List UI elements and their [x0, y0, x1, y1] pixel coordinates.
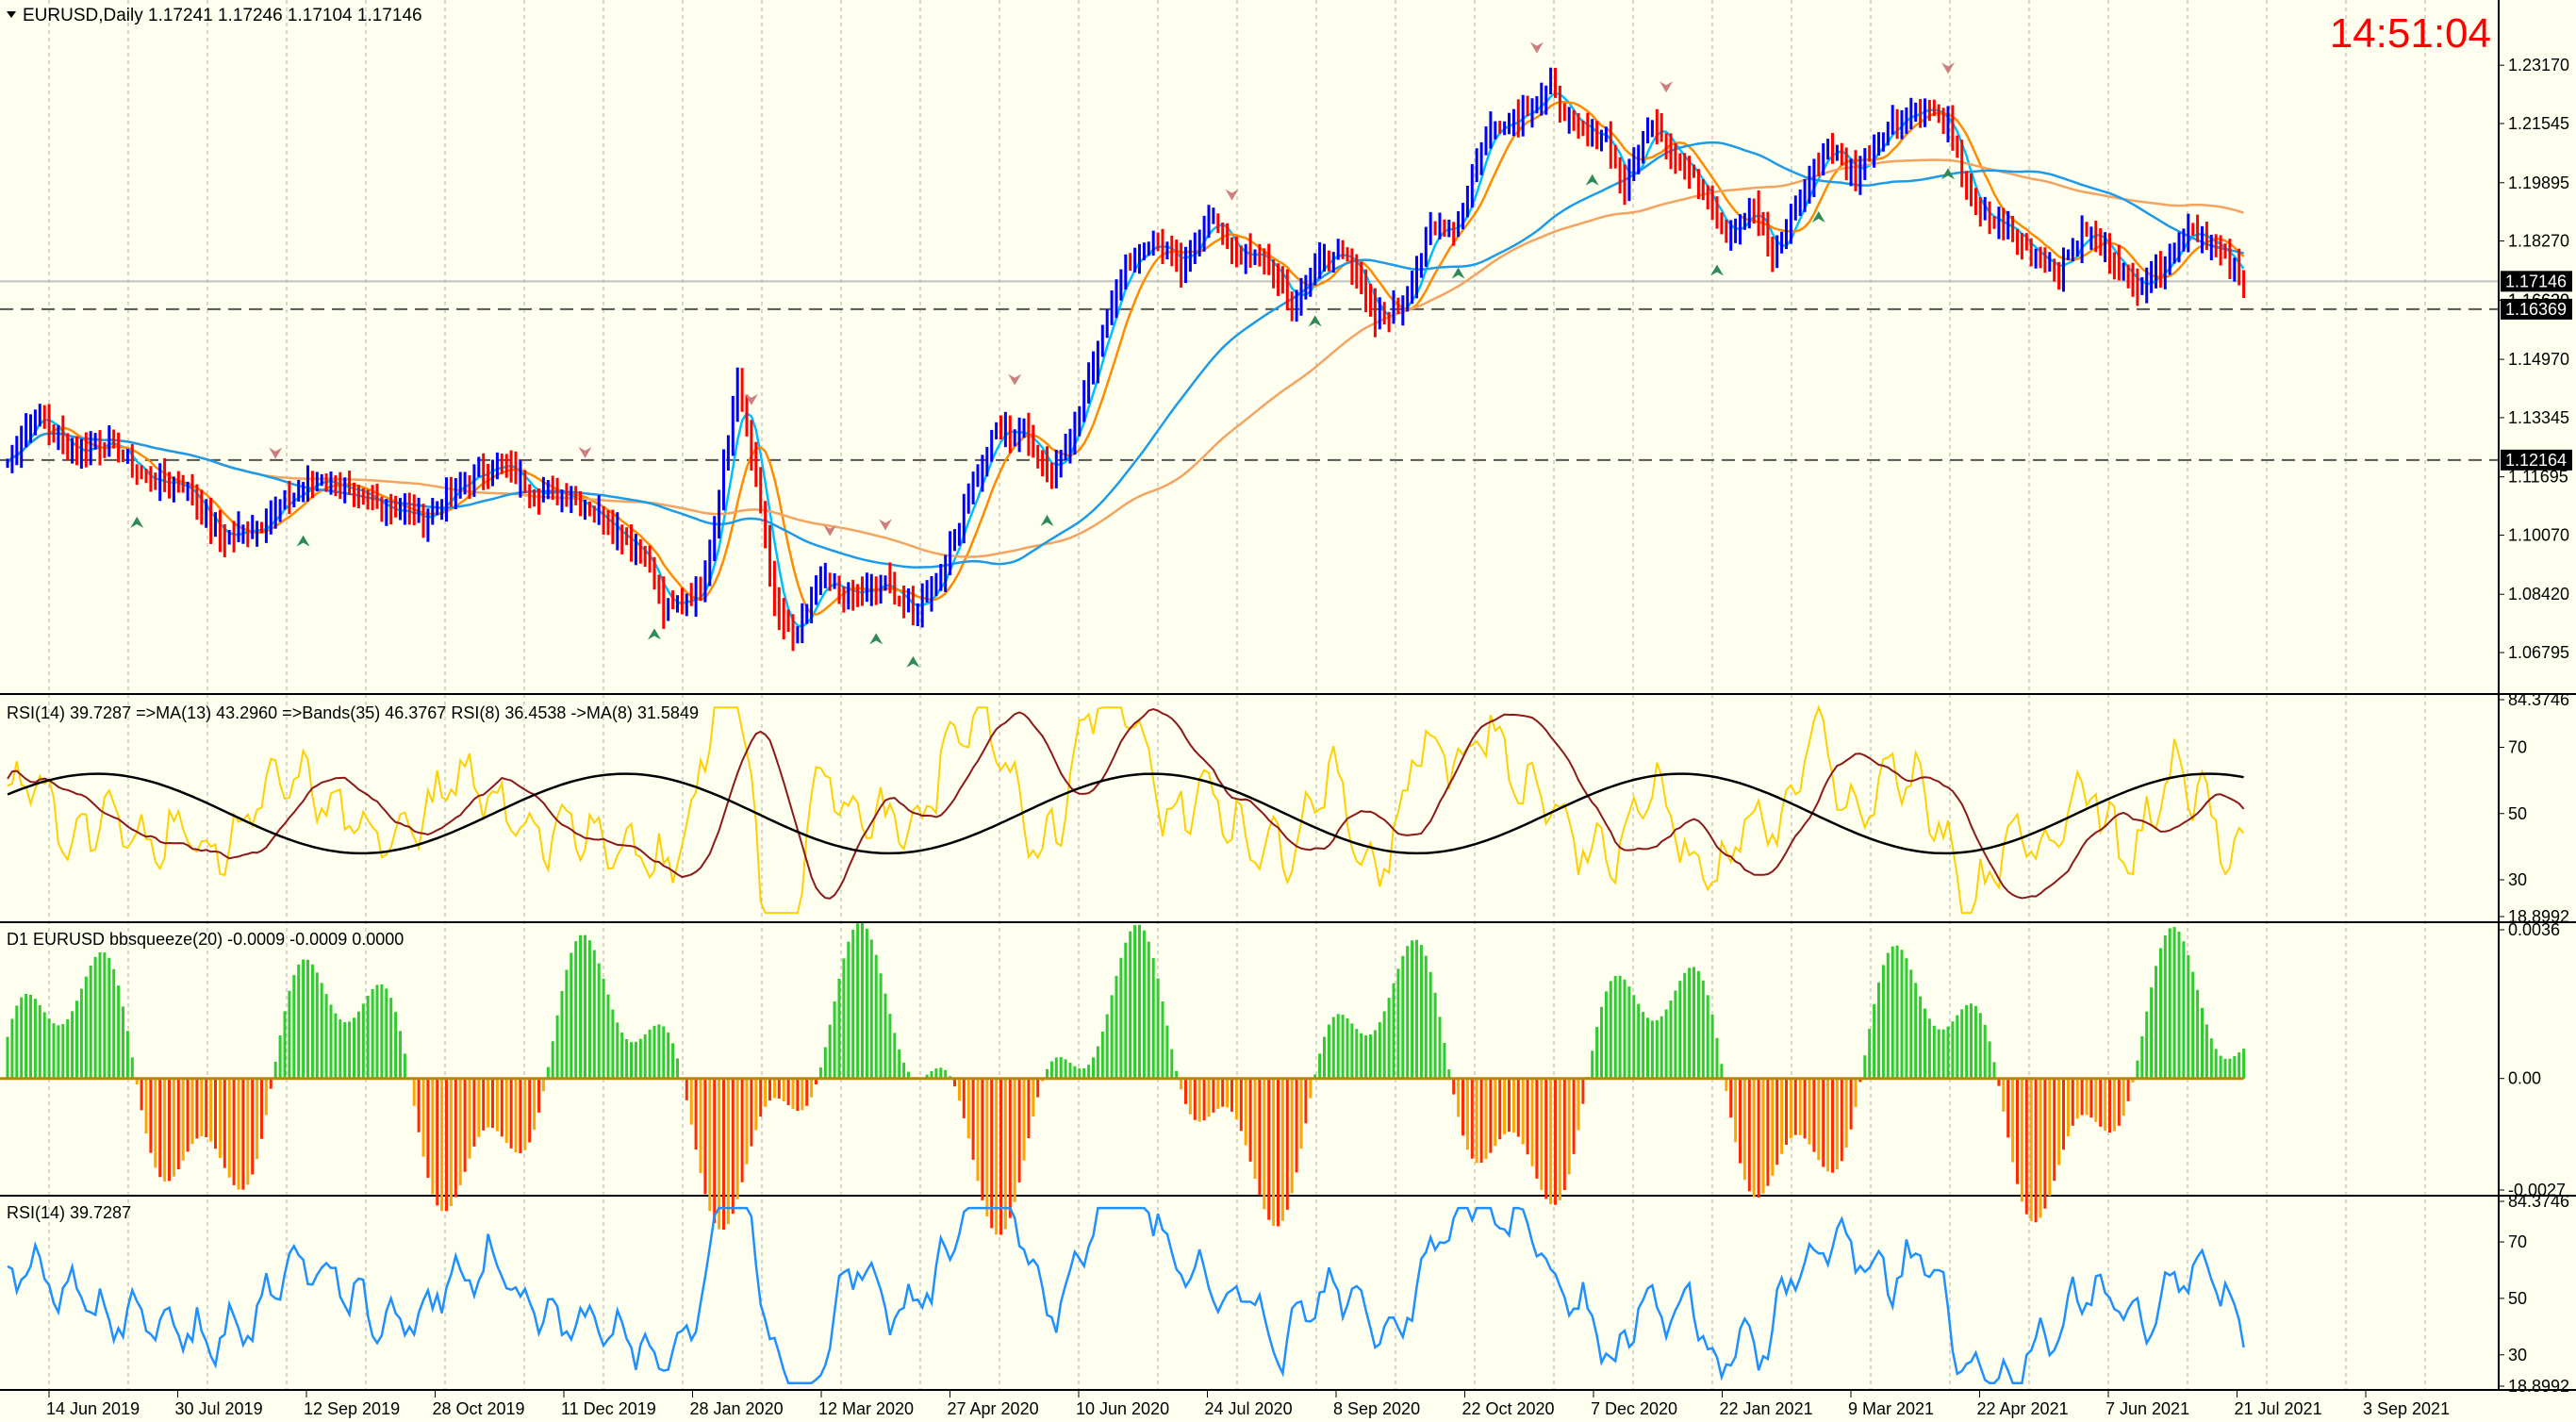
current-price-tag [2501, 271, 2572, 292]
rsi14-line [7, 1206, 2245, 1384]
bbsqueeze-panel[interactable]: 0.0036 0.00 -0.0027 [0, 920, 2566, 1235]
sell-arrow-icon [1529, 41, 1544, 54]
price-tick-label: 1.08420 [2508, 585, 2569, 604]
rsi-tick-label: 30 [2508, 1346, 2527, 1364]
time-tick-label: 9 Mar 2021 [1848, 1399, 1934, 1418]
rsi-tick-label: 18.8992 [2508, 1377, 2569, 1396]
rsi-ma-line [7, 708, 2245, 900]
horizontal-price-lines [0, 280, 2499, 461]
clock-time: 14:51:04 [2330, 10, 2491, 57]
current-price-tag-text: 1.17146 [2505, 272, 2567, 290]
buy-arrow-icon [906, 655, 920, 668]
rsi-tick-label: 84.3746 [2508, 1192, 2569, 1211]
level1-price-tag-text: 1.16369 [2505, 300, 2567, 319]
buy-arrow-icon [1811, 210, 1825, 223]
price-tick-label: 1.19895 [2508, 174, 2569, 192]
rsi-multi-tick-label: 70 [2508, 737, 2527, 756]
time-tick-label: 11 Dec 2019 [561, 1399, 656, 1418]
sell-arrow-icon [744, 393, 758, 405]
squeeze-tick-label: 0.0036 [2508, 920, 2560, 939]
time-tick-label: 14 Jun 2019 [46, 1399, 140, 1418]
level2-price-tag-text: 1.12164 [2505, 451, 2567, 470]
time-tick-label: 24 Jul 2020 [1205, 1399, 1293, 1418]
time-tick-label: 21 Jul 2021 [2235, 1399, 2322, 1418]
time-tick-label: 8 Sep 2020 [1333, 1399, 1420, 1418]
time-tick-label: 3 Sep 2021 [2363, 1399, 2450, 1418]
rsi-tick-label: 70 [2508, 1232, 2527, 1251]
sell-arrow-icon [823, 524, 837, 537]
time-tick-label: 7 Dec 2020 [1591, 1399, 1677, 1418]
time-tick-label: 22 Apr 2021 [1977, 1399, 2069, 1418]
rsi-multi-label: RSI(14) 39.7287 =>MA(13) 43.2960 =>Bands… [7, 703, 699, 722]
ma-slow-orange-line [7, 158, 2244, 558]
price-panel[interactable] [0, 41, 2499, 668]
price-tick-label: 1.14970 [2508, 350, 2569, 369]
time-tick-label: 28 Oct 2019 [433, 1399, 525, 1418]
buy-arrow-icon [648, 628, 661, 640]
rsi-multi-panel[interactable]: 84.3746 70 50 30 18.8992 [7, 690, 2569, 926]
rsi-multi-tick-label: 30 [2508, 870, 2527, 889]
rsi-multi-tick-label: 84.3746 [2508, 690, 2569, 709]
symbol-info: EURUSD,Daily 1.17241 1.17246 1.17104 1.1… [23, 6, 422, 25]
rsi-multi-tick-label: 50 [2508, 804, 2527, 823]
sell-arrow-icon [1660, 81, 1674, 93]
buy-arrow-icon [296, 535, 310, 547]
buy-arrow-icon [1710, 264, 1724, 276]
time-tick-label: 12 Sep 2019 [304, 1399, 400, 1418]
time-tick-label: 12 Mar 2020 [818, 1399, 914, 1418]
sell-arrow-icon [269, 447, 283, 459]
squeeze-tick-label: -0.0027 [2508, 1181, 2566, 1199]
time-tick-label: 22 Jan 2021 [1720, 1399, 1813, 1418]
time-tick-label: 28 Jan 2020 [690, 1399, 784, 1418]
buy-arrow-icon [1451, 267, 1465, 279]
time-axis: 14 Jun 2019 30 Jul 2019 12 Sep 2019 28 Oct … [46, 1390, 2450, 1418]
price-tick-label: 1.10070 [2508, 525, 2569, 544]
ma-slow-blue-line [7, 141, 2244, 569]
time-tick-label: 22 Oct 2020 [1462, 1399, 1555, 1418]
sell-arrow-icon [578, 446, 592, 458]
sell-arrow-icon [1225, 189, 1239, 201]
price-axis: 1.231701.215451.198951.182701.166201.149… [2499, 56, 2572, 662]
price-tick-label: 1.21545 [2508, 114, 2569, 133]
price-tick-label: 1.18270 [2508, 232, 2569, 251]
sell-arrow-icon [1008, 373, 1022, 386]
dropdown-triangle-icon[interactable] [7, 11, 16, 18]
squeeze-tick-label: 0.00 [2508, 1069, 2541, 1088]
rsi8-line [7, 704, 2245, 915]
buy-arrow-icon [869, 633, 883, 645]
time-tick-label: 30 Jul 2019 [175, 1399, 263, 1418]
time-tick-label: 7 Jun 2021 [2105, 1399, 2189, 1418]
rsi-multi-tick-label: 18.8992 [2508, 907, 2569, 926]
level2-price-tag [2501, 449, 2572, 471]
buy-arrow-icon [1585, 174, 1599, 186]
rsi-bands-line [7, 772, 2244, 855]
time-tick-label: 27 Apr 2020 [948, 1399, 1039, 1418]
rsi-label: RSI(14) 39.7287 [7, 1203, 131, 1222]
signal-arrows [130, 41, 1955, 668]
sell-arrow-icon [1941, 62, 1955, 74]
squeeze-label: D1 EURUSD bbsqueeze(20) -0.0009 -0.0009 … [7, 930, 404, 949]
buy-arrow-icon [1040, 515, 1054, 527]
price-tick-label: 1.13345 [2508, 408, 2569, 427]
ma-mid-line [7, 101, 2245, 617]
level1-price-tag [2501, 298, 2572, 320]
rsi-tick-label: 50 [2508, 1289, 2527, 1308]
buy-arrow-icon [130, 516, 144, 528]
buy-arrow-icon [1941, 168, 1955, 180]
price-tick-label: 1.06795 [2508, 643, 2569, 662]
sell-arrow-icon [879, 519, 892, 531]
price-tick-label: 1.23170 [2508, 56, 2569, 74]
buy-arrow-icon [1308, 315, 1322, 327]
rsi-panel[interactable]: 84.3746 70 50 30 18.8992 [7, 1192, 2569, 1396]
price-tick-label: 1.11695 [2508, 468, 2568, 487]
time-tick-label: 10 Jun 2020 [1076, 1399, 1169, 1418]
price-bars [6, 67, 2246, 652]
